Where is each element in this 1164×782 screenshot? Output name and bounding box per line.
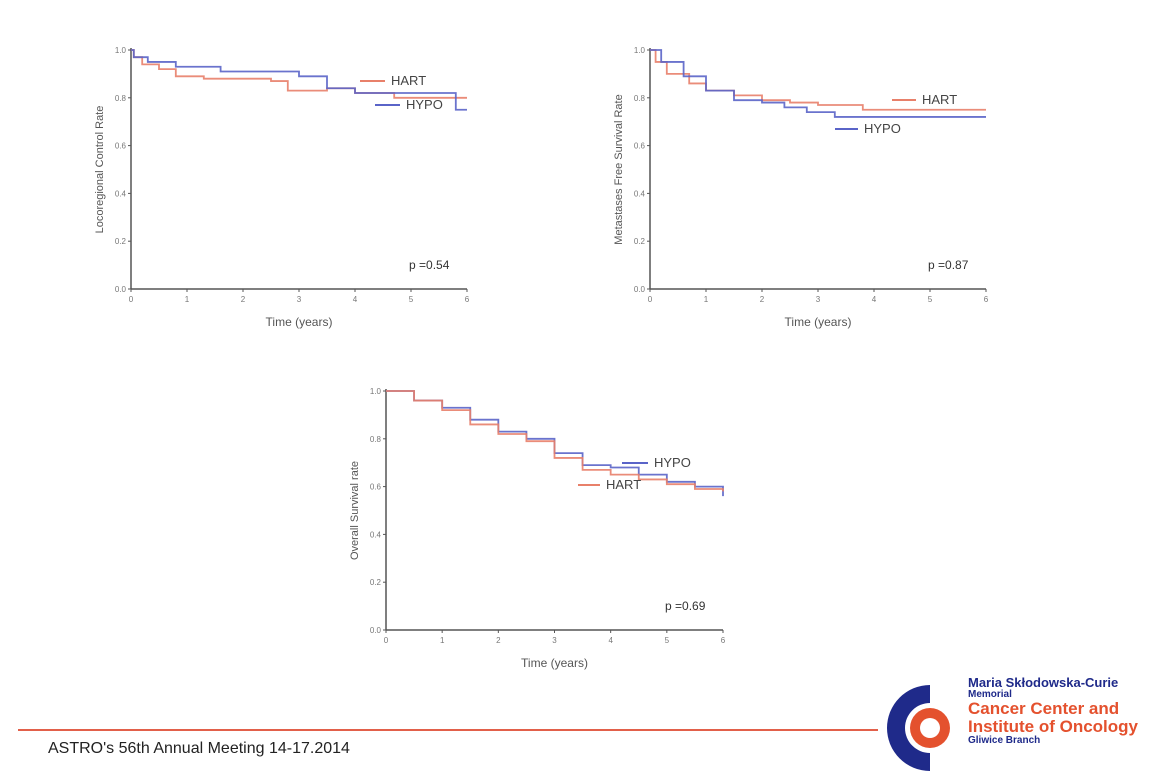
- y-tick-label: 1.0: [370, 387, 382, 396]
- y-tick-label: 1.0: [115, 46, 127, 55]
- x-tick-label: 3: [297, 295, 302, 304]
- legend-label-hart: HART: [922, 92, 957, 107]
- y-tick-label: 0.6: [115, 142, 127, 151]
- x-tick-label: 4: [353, 295, 358, 304]
- x-axis-label: Time (years): [785, 315, 852, 329]
- y-tick-label: 0.0: [634, 285, 646, 294]
- y-tick-label: 0.4: [115, 189, 127, 198]
- x-tick-label: 2: [496, 636, 501, 645]
- x-axis-label: Time (years): [521, 656, 588, 670]
- y-tick-label: 0.2: [115, 237, 127, 246]
- x-tick-label: 4: [608, 636, 613, 645]
- x-tick-label: 1: [704, 295, 709, 304]
- x-tick-label: 1: [440, 636, 445, 645]
- legend-label-hart: HART: [391, 73, 426, 88]
- y-tick-label: 0.6: [634, 142, 646, 151]
- p-value-annotation: p =0.69: [665, 599, 706, 613]
- x-axis-label: Time (years): [266, 315, 333, 329]
- x-tick-label: 5: [665, 636, 670, 645]
- x-tick-label: 3: [816, 295, 821, 304]
- legend-label-hypo: HYPO: [864, 121, 901, 136]
- x-tick-label: 2: [241, 295, 246, 304]
- x-tick-label: 5: [928, 295, 933, 304]
- km-curve-hypo: [131, 49, 467, 111]
- x-tick-label: 3: [552, 636, 557, 645]
- p-value-annotation: p =0.54: [409, 258, 450, 272]
- y-tick-label: 0.6: [370, 483, 382, 492]
- x-tick-label: 6: [721, 636, 726, 645]
- p-value-annotation: p =0.87: [928, 258, 969, 272]
- y-tick-label: 0.8: [370, 435, 382, 444]
- km-curve-hypo: [650, 49, 986, 118]
- footer-text: ASTRO's 56th Annual Meeting 14-17.2014: [48, 740, 350, 757]
- legend-label-hart: HART: [606, 477, 641, 492]
- x-tick-label: 4: [872, 295, 877, 304]
- y-tick-label: 0.2: [634, 237, 646, 246]
- y-tick-label: 1.0: [634, 46, 646, 55]
- x-tick-label: 2: [760, 295, 765, 304]
- footer-divider: [18, 729, 878, 731]
- km-curve-hart: [386, 390, 724, 492]
- x-tick-label: 0: [129, 295, 134, 304]
- x-tick-label: 5: [409, 295, 414, 304]
- y-tick-label: 0.8: [634, 94, 646, 103]
- y-tick-label: 0.0: [370, 626, 382, 635]
- legend-label-hypo: HYPO: [654, 455, 691, 470]
- y-axis-label: Overall Survival rate: [349, 461, 361, 560]
- y-tick-label: 0.2: [370, 578, 382, 587]
- y-tick-label: 0.4: [634, 189, 646, 198]
- y-tick-label: 0.0: [115, 285, 127, 294]
- x-tick-label: 1: [185, 295, 190, 304]
- y-tick-label: 0.8: [115, 94, 127, 103]
- institute-logo: [887, 685, 950, 771]
- y-axis-label: Locoregional Control Rate: [94, 106, 106, 234]
- x-tick-label: 6: [984, 295, 989, 304]
- x-tick-label: 0: [384, 636, 389, 645]
- legend-label-hypo: HYPO: [406, 97, 443, 112]
- x-tick-label: 0: [648, 295, 653, 304]
- y-axis-label: Metastases Free Survival Rate: [613, 94, 625, 244]
- x-tick-label: 6: [465, 295, 470, 304]
- y-tick-label: 0.4: [370, 530, 382, 539]
- institute-name: Maria Skłodowska-Curie Memorial Cancer C…: [968, 675, 1138, 746]
